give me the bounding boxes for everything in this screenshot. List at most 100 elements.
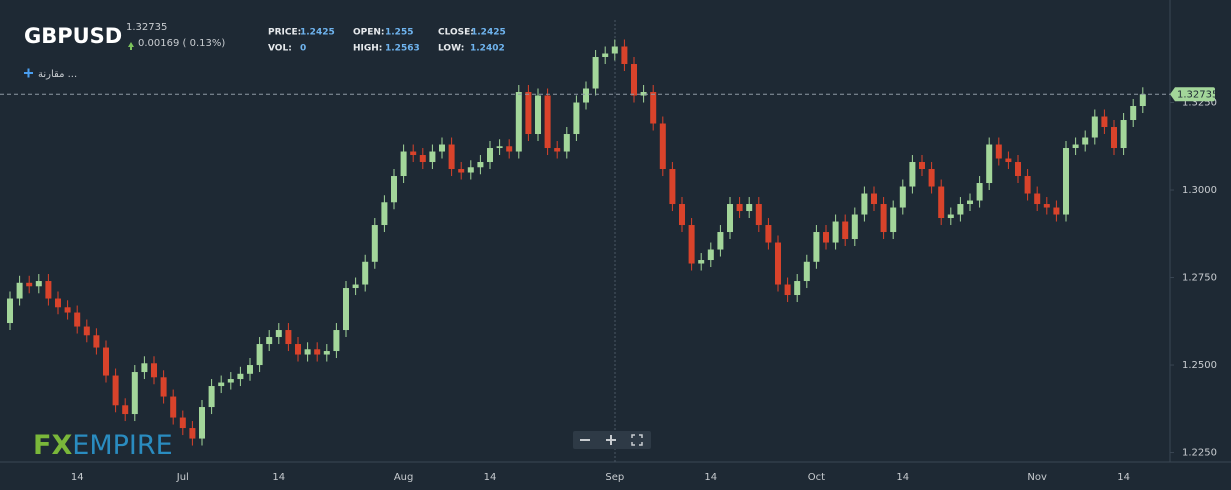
candle-body xyxy=(323,351,330,355)
candle-body xyxy=(429,151,436,163)
price-tag xyxy=(1170,87,1215,102)
candle-body xyxy=(1015,162,1021,177)
candle-body xyxy=(218,382,225,387)
candle-body xyxy=(717,232,724,250)
candle-body xyxy=(707,249,714,261)
candle-body xyxy=(899,186,906,208)
candle-body xyxy=(419,155,426,163)
last-price: 1.32735 xyxy=(126,22,167,33)
candle-body xyxy=(227,379,234,383)
field-label: OPEN: xyxy=(353,28,385,38)
candle-body xyxy=(199,407,205,439)
candle-body xyxy=(64,307,71,313)
candle-body xyxy=(506,146,513,152)
x-tick-label: Sep xyxy=(605,472,624,483)
candle-body xyxy=(995,144,1002,159)
price-tag-label: 1.32735 xyxy=(1177,89,1218,100)
compare-label[interactable]: مقارنة ... xyxy=(38,69,77,80)
candle-body xyxy=(861,193,868,215)
plus-icon xyxy=(24,68,33,78)
candle-body xyxy=(496,146,503,149)
x-tick-label: 14 xyxy=(484,472,497,483)
candle-body xyxy=(611,46,618,54)
candle-body xyxy=(871,193,877,205)
candle-body xyxy=(247,365,253,374)
candle-body xyxy=(45,281,52,299)
candle-body xyxy=(74,312,81,327)
candle-body xyxy=(803,261,810,282)
candle-body xyxy=(122,405,129,415)
compare-button[interactable]: مقارنة ... xyxy=(24,68,77,81)
y-tick-label: 1.3000 xyxy=(1182,185,1217,196)
candle-body xyxy=(602,53,609,58)
candle-body xyxy=(170,396,177,418)
candle-body xyxy=(1130,106,1137,121)
candles xyxy=(7,39,1146,446)
candle-body xyxy=(525,92,532,135)
candle-body xyxy=(26,282,33,287)
change: 0.00169 ( 0.13%) xyxy=(138,38,225,49)
candle-body xyxy=(189,428,196,439)
candle-body xyxy=(986,144,993,184)
x-tick-label: 14 xyxy=(704,472,717,483)
candle-body xyxy=(83,326,90,336)
candle-body xyxy=(573,102,580,135)
candle-body xyxy=(631,64,637,96)
candle-body xyxy=(794,281,801,296)
candle-body xyxy=(1091,116,1098,138)
field-label: VOL: xyxy=(268,44,292,54)
candle-body xyxy=(16,282,23,299)
y-tick-label: 1.2750 xyxy=(1182,273,1217,284)
candle-body xyxy=(1139,94,1146,107)
candle-body xyxy=(7,298,13,324)
candle-body xyxy=(669,169,676,205)
candle-body xyxy=(890,207,897,233)
zoom-in[interactable] xyxy=(606,435,616,445)
candle-body xyxy=(775,242,781,285)
x-tick-label: 14 xyxy=(896,472,909,483)
candle-body xyxy=(1063,148,1069,215)
candle-body xyxy=(583,88,589,103)
candle-body xyxy=(141,363,148,373)
candle-body xyxy=(640,92,647,96)
field-value: 1.255 xyxy=(385,28,413,38)
candle-body xyxy=(314,349,321,355)
candle-body xyxy=(266,337,273,345)
candle-body xyxy=(304,349,311,355)
candle-body xyxy=(237,373,244,380)
up-arrow xyxy=(128,42,134,50)
field-label: CLOSE: xyxy=(438,28,474,38)
candle-body xyxy=(563,134,570,152)
candle-body xyxy=(160,377,167,397)
candle-body xyxy=(679,204,685,226)
candle-body xyxy=(295,344,301,355)
candle-body xyxy=(458,169,465,173)
candle-body xyxy=(823,232,829,243)
candle-body xyxy=(467,167,474,173)
candle-body xyxy=(1101,116,1108,128)
candle-body xyxy=(333,330,340,352)
candle-body xyxy=(621,46,628,65)
candle-body xyxy=(755,204,762,226)
candle-body xyxy=(919,162,925,170)
candle-body xyxy=(151,363,157,378)
candle-body xyxy=(103,347,109,376)
candle-body xyxy=(285,330,292,345)
field-label: LOW: xyxy=(438,44,464,54)
y-tick-label: 1.2250 xyxy=(1182,448,1217,459)
candle-body xyxy=(1005,158,1012,163)
candle-body xyxy=(813,232,820,262)
candle-body xyxy=(535,95,541,135)
fullscreen[interactable] xyxy=(631,434,643,446)
candle-body xyxy=(784,284,791,296)
y-tick-label: 1.2500 xyxy=(1182,360,1217,371)
candle-body xyxy=(928,169,935,187)
x-tick-label: 14 xyxy=(71,472,84,483)
x-tick-label: Nov xyxy=(1027,472,1047,483)
candle-body xyxy=(93,335,100,348)
candle-body xyxy=(477,162,484,168)
candle-body xyxy=(275,330,282,338)
field-value: 1.2425 xyxy=(300,28,335,38)
x-tick-label: Aug xyxy=(394,472,414,483)
candle-body xyxy=(976,183,983,201)
